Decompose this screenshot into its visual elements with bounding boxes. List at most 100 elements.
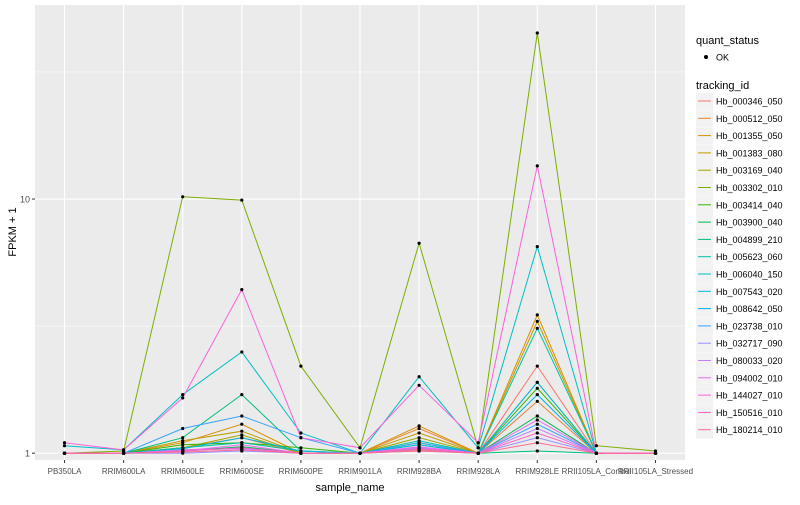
x-tick-label: RRIM901LA [338, 467, 382, 476]
data-point-Hb_150516_010-RRIM928LE [535, 431, 539, 435]
data-point-Hb_003169_040-RRIM600SE [240, 433, 244, 437]
legend-shape-item-ok: OK [716, 53, 729, 63]
legend-item-label: Hb_032717_090 [716, 339, 783, 349]
data-point-Hb_006040_150-RRIM600SE [240, 350, 244, 354]
data-point-Hb_001383_080-RRIM928BA [417, 431, 421, 435]
legend-item-label: Hb_007543_020 [716, 287, 783, 297]
data-point-Hb_006040_150-RRIM928LA [476, 446, 480, 450]
data-point-Hb_000346_050-RRIM928LE [535, 364, 539, 368]
data-point-Hb_080033_020-RRIM928LE [535, 426, 539, 431]
data-point-Hb_144027_010-RRIM901LA [358, 446, 362, 450]
legend-item-label: Hb_005623_060 [716, 252, 783, 262]
legend-color-title: tracking_id [696, 80, 749, 92]
legend-item-label: Hb_180214_010 [716, 425, 783, 435]
legend-ok-point-icon [704, 55, 708, 59]
data-point-Hb_004899_210-RRIM600LE [181, 436, 185, 440]
data-point-Hb_006040_150-PB350LA [62, 444, 67, 448]
legend-item-label: Hb_003169_040 [716, 166, 783, 176]
data-point-Hb_023738_010-RRIM600LE [181, 426, 185, 431]
data-point-Hb_144027_010-RRIM928LE [535, 164, 539, 168]
data-point-Hb_180214_010-RRIM901LA [358, 451, 362, 455]
data-point-Hb_180214_010-PB350LA [62, 451, 67, 455]
data-point-Hb_144027_010-RRIM600SE [240, 288, 244, 292]
data-point-Hb_023738_010-RRIM600SE [240, 414, 244, 418]
data-point-Hb_006040_150-RRIM928LE [535, 245, 539, 249]
x-tick-label: RRIM928BA [397, 467, 442, 476]
x-tick-label: PB350LA [48, 467, 82, 476]
data-point-Hb_180214_010-RRIM600LA [122, 451, 126, 455]
data-point-Hb_144027_010-RRIM928BA [417, 383, 421, 387]
data-point-Hb_144027_010-RRIM600PE [299, 436, 303, 440]
x-tick-label: RRIM600SE [220, 467, 264, 476]
data-point-Hb_032717_090-RRIM928LE [535, 436, 539, 440]
x-axis-title: sample_name [315, 482, 384, 494]
legend-shape-title: quant_status [696, 35, 759, 47]
data-point-Hb_023738_010-RRIM928BA [417, 441, 421, 445]
points-layer [62, 31, 658, 455]
legend-item-label: Hb_000512_050 [716, 114, 783, 124]
legend-item-label: Hb_003414_040 [716, 200, 783, 210]
data-point-Hb_180214_010-RRIM928LA [476, 451, 480, 455]
data-point-Hb_003169_040-RRIM928BA [417, 436, 421, 440]
x-tick-label: RRIM928LA [456, 467, 500, 476]
data-point-Hb_000512_050-RRIM928LE [535, 399, 539, 403]
legend-item-label: Hb_000346_050 [716, 97, 783, 107]
data-point-Hb_001383_080-RRIM928LE [535, 319, 539, 323]
data-point-Hb_001355_050-RRIM928LE [535, 313, 539, 317]
data-point-Hb_144027_010-RRIM600LA [122, 448, 126, 452]
legend: quant_status OK tracking_id Hb_000346_05… [696, 35, 783, 439]
legend-item-label: Hb_003302_010 [716, 183, 783, 193]
data-point-Hb_003900_040-RRIM928LE [535, 414, 539, 418]
data-point-Hb_005623_060-RRIM928LE [535, 326, 539, 330]
data-point-Hb_003414_040-RRIM600PE [299, 446, 303, 450]
data-point-Hb_001355_050-RRIM928BA [417, 424, 421, 428]
legend-item-label: Hb_001355_050 [716, 131, 783, 141]
data-point-Hb_180214_010-RRIM600SE [240, 448, 244, 452]
x-tick-label: RRIM600PE [279, 467, 323, 476]
x-tick-label: RRIM928LE [515, 467, 559, 476]
data-point-Hb_180214_010-RRIM600PE [299, 451, 303, 455]
data-point-Hb_007543_020-RRIM600PE [299, 449, 303, 453]
data-point-Hb_150516_010-RRIM928BA [417, 447, 421, 451]
legend-item-label: Hb_004899_210 [716, 235, 783, 245]
legend-item-label: Hb_094002_010 [716, 373, 783, 383]
legend-item-label: Hb_144027_010 [716, 391, 783, 401]
data-point-Hb_003302_010-RRII105LA_Control [594, 444, 599, 448]
data-point-Hb_006040_150-RRIM928BA [417, 375, 421, 379]
data-point-Hb_008642_050-RRIM928LE [535, 393, 539, 397]
data-point-Hb_144027_010-RRIM600LE [181, 396, 185, 400]
data-point-Hb_003414_040-RRIM600LE [181, 443, 185, 447]
x-tick-label: RRII105LA_Control [562, 467, 632, 476]
data-point-Hb_180214_010-RRII105LA_Stressed [653, 451, 658, 455]
legend-color-items: Hb_000346_050 Hb_000512_050 Hb_001355_050 H… [696, 93, 783, 439]
legend-item-label: Hb_001383_080 [716, 148, 783, 158]
y-axis-title: FPKM + 1 [7, 207, 19, 256]
data-point-Hb_003302_010-RRIM928LE [535, 31, 539, 35]
legend-item-label: Hb_008642_050 [716, 304, 783, 314]
data-point-Hb_144027_010-PB350LA [62, 441, 67, 445]
data-point-Hb_001355_050-RRIM600SE [240, 422, 244, 426]
data-point-Hb_144027_010-RRIM928LA [476, 441, 480, 445]
data-point-Hb_006040_150-RRIM600PE [299, 431, 303, 435]
data-point-Hb_001383_080-RRIM600SE [240, 429, 244, 433]
data-point-Hb_004899_210-RRIM928LE [535, 449, 539, 453]
legend-item-label: Hb_006040_150 [716, 270, 783, 280]
data-point-Hb_003302_010-RRIM600LE [181, 195, 185, 199]
data-point-Hb_003302_010-RRIM600PE [299, 364, 303, 368]
y-tick-label: 1 [25, 449, 30, 459]
legend-item-label: Hb_150516_010 [716, 408, 783, 418]
data-point-Hb_180214_010-RRIM600LE [181, 450, 185, 454]
data-point-Hb_003302_010-RRII105LA_Stressed [653, 449, 658, 453]
legend-item-label: Hb_023738_010 [716, 321, 783, 331]
data-point-Hb_003302_010-RRIM600SE [240, 198, 244, 202]
data-point-Hb_094002_010-RRIM600SE [240, 443, 244, 447]
data-point-Hb_180214_010-RRII105LA_Control [594, 451, 599, 455]
data-point-Hb_007543_020-RRIM600SE [240, 436, 244, 440]
data-point-Hb_003414_040-RRIM928LE [535, 386, 539, 390]
data-point-Hb_094002_010-RRIM928LE [535, 418, 539, 422]
legend-item-label: Hb_003900_040 [716, 218, 783, 228]
data-point-Hb_001383_080-RRIM600LE [181, 439, 185, 443]
data-point-Hb_180214_010-RRIM928BA [417, 449, 421, 453]
